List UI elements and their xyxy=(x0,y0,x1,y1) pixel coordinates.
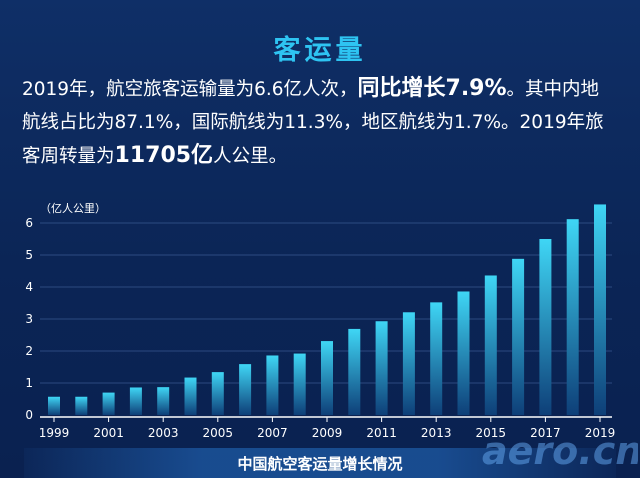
chart-caption-bar: 中国航空客运量增长情况 xyxy=(24,448,616,478)
bar-2013 xyxy=(430,302,443,415)
bar-1999 xyxy=(48,396,60,415)
y-tick-label: 2 xyxy=(25,344,33,358)
x-tick-label: 2007 xyxy=(257,426,288,440)
x-tick-label: 2005 xyxy=(203,426,234,440)
bar-2002 xyxy=(129,387,142,415)
summary-line-3-text-a: 客周转量为 xyxy=(22,146,115,167)
x-tick-label: 2011 xyxy=(366,426,397,440)
bar-2017 xyxy=(539,239,552,415)
page-title: 客运量 xyxy=(273,35,367,66)
bar-2019 xyxy=(594,204,606,415)
watermark-text: aero.cn xyxy=(482,429,638,473)
summary-line-2: 航线占比为87.1%，国际航线为11.3%，地区航线为1.7%。2019年旅 xyxy=(22,112,604,133)
y-tick-label: 1 xyxy=(25,376,33,390)
bar-2016 xyxy=(512,258,525,415)
watermark-logo: aero.cn xyxy=(482,429,638,473)
bar-2001 xyxy=(102,392,115,415)
x-tick-label: 2003 xyxy=(148,426,179,440)
chart-bars xyxy=(48,204,606,415)
y-axis-unit-label: （亿人公里） xyxy=(40,202,106,215)
summary-line-3-text-b: 人公里。 xyxy=(213,146,288,167)
y-tick-label: 0 xyxy=(25,408,33,422)
y-tick-label: 4 xyxy=(25,280,33,294)
bar-2004 xyxy=(184,377,197,415)
growth-highlight: 同比增长7.9% xyxy=(357,76,507,101)
x-axis-ticks: 1999 2001 2003 2005 2007 2009 2011 2013 2015 2017… xyxy=(39,417,616,440)
bar-2012 xyxy=(402,312,415,415)
x-tick-label: 2019 xyxy=(585,426,616,440)
x-tick-label: 2015 xyxy=(476,426,507,440)
x-tick-label: 2001 xyxy=(93,426,124,440)
bar-2010 xyxy=(348,328,361,415)
summary-line-3: 客周转量为11705亿人公里。 xyxy=(22,139,626,173)
bar-2007 xyxy=(266,355,279,415)
bar-2000 xyxy=(75,396,88,415)
x-tick-label: 2013 xyxy=(421,426,452,440)
bar-2018 xyxy=(566,219,579,415)
turnover-highlight: 11705亿 xyxy=(114,143,214,168)
passenger-volume-chart: （亿人公里） 0 1 2 3 4 5 6 1999 2001 2003 2005 2007 2009 2… xyxy=(25,202,616,440)
bar-2003 xyxy=(157,387,170,415)
x-tick-label: 2017 xyxy=(530,426,561,440)
x-tick-label: 2009 xyxy=(312,426,343,440)
bar-2009 xyxy=(321,341,333,415)
bar-2014 xyxy=(457,291,470,415)
y-tick-label: 3 xyxy=(25,312,33,326)
summary-line-1-text-b: 。其中内地 xyxy=(506,79,600,100)
bar-2011 xyxy=(375,321,388,415)
chart-caption: 中国航空客运量增长情况 xyxy=(237,455,403,473)
summary-line-1: 2019年，航空旅客运输量为6.6亿人次，同比增长7.9%。其中内地 xyxy=(22,72,626,106)
y-tick-label: 5 xyxy=(25,248,33,262)
bar-2006 xyxy=(239,364,252,415)
x-tick-label: 1999 xyxy=(39,426,70,440)
y-axis-ticks: 0 1 2 3 4 5 6 xyxy=(25,216,33,422)
bar-2008 xyxy=(293,353,306,415)
y-tick-label: 6 xyxy=(25,216,33,230)
summary-line-1-text-a: 2019年，航空旅客运输量为6.6亿人次， xyxy=(22,79,358,100)
bar-2015 xyxy=(484,275,497,415)
summary-paragraph: 2019年，航空旅客运输量为6.6亿人次，同比增长7.9%。其中内地 航线占比为… xyxy=(22,72,626,173)
bar-2005 xyxy=(211,372,224,415)
